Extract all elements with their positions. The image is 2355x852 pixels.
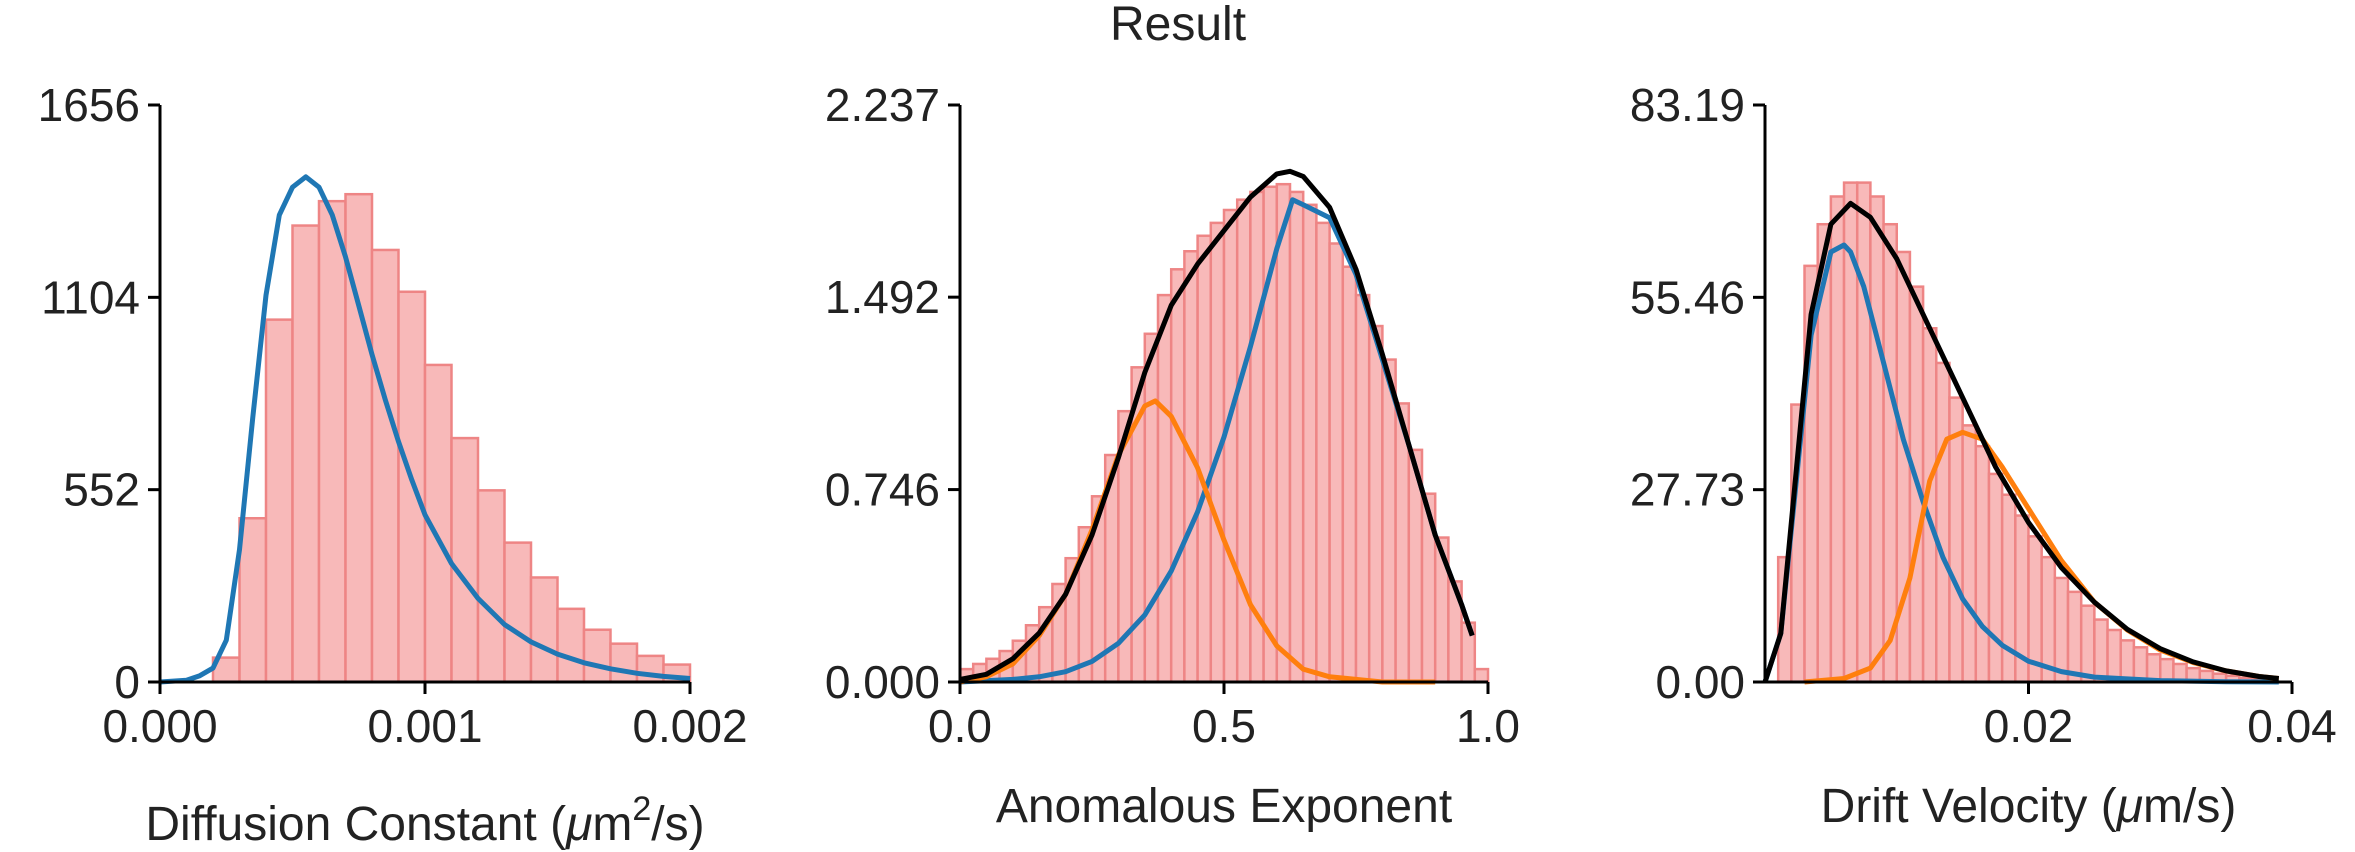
- x-axis-label: Diffusion Constant (μm2/s): [145, 790, 704, 851]
- histogram-bar: [1869, 195, 1885, 684]
- histogram-bar: [1288, 190, 1305, 684]
- histogram-bar: [1935, 361, 1951, 684]
- y-tick-label: 0.00: [1655, 656, 1745, 708]
- histogram-bar: [1882, 222, 1898, 684]
- fit-curve-fit-total: [1762, 200, 2280, 683]
- histogram-bar: [1974, 444, 1991, 684]
- y-tick-label: 83.19: [1630, 79, 1745, 131]
- histogram-bar: [1301, 203, 1318, 684]
- y-tick-label: 27.73: [1630, 464, 1745, 516]
- histogram-bar: [1222, 208, 1239, 684]
- y-tick-label: 0.746: [825, 464, 940, 516]
- fit-curve-fit-1: [1762, 242, 2279, 685]
- histogram-bar: [238, 516, 268, 684]
- y-tick-label: 552: [63, 464, 140, 516]
- histogram-bar: [370, 248, 400, 684]
- histogram-bar: [1156, 293, 1173, 684]
- y-tick-label: 0: [114, 656, 140, 708]
- histogram-bar: [1855, 181, 1872, 684]
- histogram-bar: [1961, 424, 1978, 684]
- histogram-bar: [1987, 472, 2004, 684]
- histogram-bar: [397, 290, 427, 684]
- histogram-bar: [1315, 221, 1331, 684]
- x-tick-label: 0.02: [1984, 700, 2074, 752]
- histogram-bar: [1829, 195, 1846, 684]
- histogram-bar: [1196, 234, 1213, 684]
- histogram-bar: [291, 224, 321, 684]
- y-tick-label: 2.237: [825, 79, 940, 131]
- histogram-bar: [582, 628, 612, 684]
- histogram-bar: [503, 541, 533, 684]
- x-axis-label: Anomalous Exponent: [996, 780, 1452, 833]
- histogram-bar: [476, 489, 506, 684]
- histogram-bar: [1341, 265, 1358, 684]
- y-tick-label: 55.46: [1630, 271, 1745, 323]
- histogram-bar: [2132, 646, 2149, 684]
- histogram-bar: [1328, 242, 1345, 684]
- histogram-bar: [2106, 628, 2122, 684]
- histogram-bar: [1275, 182, 1292, 684]
- histogram-bar: [264, 318, 294, 684]
- histogram-bar: [2040, 555, 2057, 684]
- y-tick-label: 0.000: [825, 656, 940, 708]
- fit-curve-fit-1: [159, 174, 691, 685]
- panel-diffusion-constant: 0 552 1104 1656 0.000 0.001 0.002 Diffusion Con…: [38, 79, 748, 851]
- histogram-bar: [2053, 576, 2070, 684]
- figure-title: Result: [1110, 0, 1246, 51]
- fit-curve-fit-total: [959, 168, 1475, 682]
- histogram-bar: [450, 436, 480, 684]
- histogram-bar: [1473, 667, 1490, 684]
- histogram-bar: [2066, 590, 2083, 684]
- histogram-bar: [2079, 604, 2096, 684]
- histogram-bar: [609, 642, 639, 684]
- histogram-bar: [1381, 358, 1397, 684]
- histogram-bar: [529, 576, 559, 684]
- histogram-bar: [1169, 268, 1186, 684]
- histogram-bar: [1367, 324, 1384, 684]
- x-tick-label: 0.001: [367, 700, 482, 752]
- histogram-bar: [1948, 396, 1964, 684]
- x-axis-label: Drift Velocity (μm/s): [1821, 780, 2237, 833]
- histogram-bar: [2119, 639, 2136, 684]
- histogram-bar: [317, 199, 347, 684]
- x-tick-label: 0.002: [632, 700, 747, 752]
- x-tick-label: 1.0: [1456, 700, 1520, 752]
- histogram-bar: [1354, 293, 1371, 684]
- x-tick-label: 0.5: [1192, 700, 1256, 752]
- histogram-bar: [1235, 198, 1252, 684]
- x-tick-label: 0.04: [2247, 700, 2337, 752]
- y-tick-label: 1.492: [825, 271, 940, 323]
- histogram-bar: [556, 607, 586, 684]
- x-tick-label: 0.000: [102, 700, 217, 752]
- y-tick-label: 1656: [38, 79, 140, 131]
- histogram-bar: [1143, 332, 1160, 684]
- histogram-bar: [2093, 618, 2109, 684]
- y-tick-label: 1104: [41, 271, 140, 323]
- x-tick-label: 0.0: [928, 700, 992, 752]
